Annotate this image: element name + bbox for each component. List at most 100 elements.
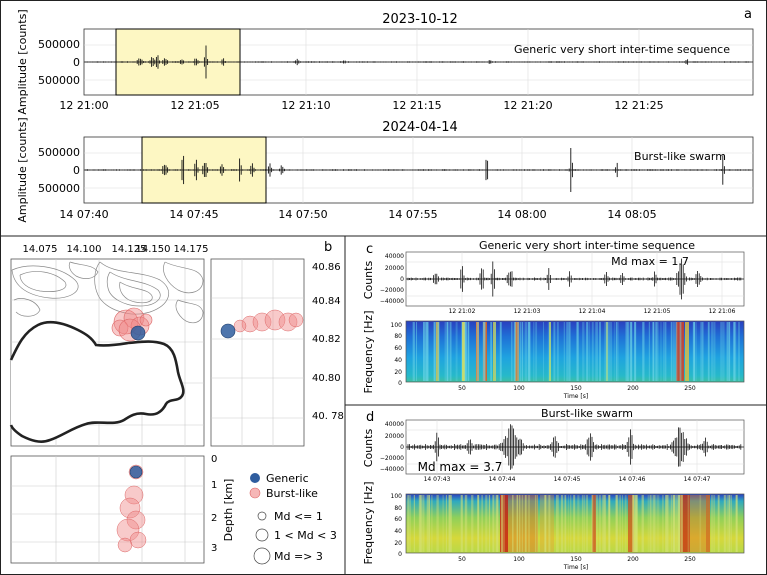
spectrogram-noise-band <box>604 322 607 381</box>
spectrogram-noise-band <box>556 495 558 552</box>
spectrogram-noise-band <box>707 322 710 381</box>
panel-c-sec-tick-2: 100 <box>513 385 525 392</box>
map-xtick-1: 14.075 <box>23 244 58 255</box>
spectrogram-event-band <box>476 322 479 381</box>
spectrogram-noise-band <box>544 495 547 552</box>
spectrogram-noise-band <box>564 495 566 552</box>
spectrogram-noise-band <box>499 322 502 381</box>
spectrogram-noise-band <box>614 322 616 381</box>
spectrogram-noise-band <box>422 495 425 552</box>
spectrogram-noise-band <box>445 495 447 552</box>
spectrogram-noise-band <box>606 322 609 381</box>
spectrogram-noise-band <box>467 322 470 381</box>
spectrogram-noise-band <box>564 495 567 552</box>
panel-c-freq-tick-1: 100 <box>391 322 403 329</box>
spectrogram-noise-band <box>577 495 580 552</box>
spectrogram-noise-band <box>629 322 632 381</box>
spectrogram-noise-band <box>449 495 452 552</box>
spectrogram-noise-band <box>527 322 530 381</box>
spectrogram-noise-band <box>568 322 571 381</box>
depth-tick-3: 3 <box>211 543 217 554</box>
panel-c-freq-tick-6: 0 <box>398 380 402 387</box>
panel-a-top-xtick-5: 12 21:20 <box>503 99 552 112</box>
spectrogram-noise-band <box>420 495 423 552</box>
panel-a-top-label: Generic very short inter-time sequence <box>514 43 730 56</box>
legend-burst-label: Burst-like <box>266 487 318 500</box>
spectrogram-noise-band <box>573 495 576 552</box>
spectrogram-noise-band <box>436 322 438 381</box>
spectrogram-noise-band <box>680 495 682 552</box>
spectrogram-noise-band <box>635 495 637 552</box>
panel-letter-b: b <box>324 240 332 255</box>
spectrogram-noise-band <box>595 322 597 381</box>
spectrogram-noise-band <box>566 322 569 381</box>
spectrogram-noise-band <box>461 322 463 381</box>
spectrogram-noise-band <box>483 322 486 381</box>
spectrogram-noise-band <box>525 322 528 381</box>
spectrogram-event-band <box>515 322 519 381</box>
spectrogram-noise-band <box>490 322 493 381</box>
spectrogram-noise-band <box>733 322 736 381</box>
spectrogram-noise-band <box>492 495 495 552</box>
spectrogram-noise-band <box>655 322 658 381</box>
spectrogram-noise-band <box>592 322 594 381</box>
spectrogram-noise-band <box>514 322 516 381</box>
panel-d-title: Burst-like swarm <box>541 407 633 420</box>
spectrogram-noise-band <box>735 495 738 552</box>
spectrogram-noise-band <box>433 322 436 381</box>
spectrogram-noise-band <box>723 495 726 552</box>
panel-letter-a: a <box>744 7 752 22</box>
spectrogram-noise-band <box>502 495 505 552</box>
panel-letter-d: d <box>366 410 374 425</box>
spectrogram-noise-band <box>485 495 488 552</box>
spectrogram-noise-band <box>581 495 584 552</box>
panel-c-ytick-4: −20000 <box>380 287 404 294</box>
spectrogram-noise-band <box>654 495 657 552</box>
panel-a-bottom-ytick-1: 500000 <box>38 146 80 159</box>
spectrogram-event-band <box>462 322 465 381</box>
spectrogram-noise-band <box>576 322 579 381</box>
spectrogram-noise-band <box>513 322 516 381</box>
spectrogram-noise-band <box>543 322 544 381</box>
spectrogram-noise-band <box>721 322 724 381</box>
spectrogram-noise-band <box>446 322 449 381</box>
panel-d-md: Md max = 3.7 <box>418 460 503 474</box>
panel-a-top-xtick-4: 12 21:15 <box>392 99 441 112</box>
spectrogram-noise-band <box>726 495 729 552</box>
spectrogram-noise-band <box>500 495 503 552</box>
depth-tick-0: 0 <box>211 454 217 465</box>
panel-c-sec-label: Time [s] <box>563 393 588 400</box>
panel-c-ytick-1: 40000 <box>385 253 404 260</box>
spectrogram-noise-band <box>660 322 662 381</box>
panel-d-freq-tick-4: 40 <box>394 528 402 535</box>
panel-c-time-tick-2: 12 21:03 <box>514 308 541 315</box>
spectrogram-noise-band <box>695 322 697 381</box>
legend-md2-marker <box>255 528 269 542</box>
legend-generic-label: Generic <box>266 472 309 485</box>
spectrogram-noise-band <box>648 322 650 381</box>
panel-c-ytick-2: 20000 <box>385 265 404 272</box>
panel-d-spectrogram-events <box>407 495 738 552</box>
spectrogram-noise-band <box>676 322 678 381</box>
spectrogram-noise-band <box>481 495 483 552</box>
spectrogram-event-band <box>549 322 551 381</box>
panel-d-ytick-1: 40000 <box>385 421 404 428</box>
spectrogram-noise-band <box>408 495 412 552</box>
spectrogram-noise-band <box>438 322 440 381</box>
spectrogram-noise-band <box>433 322 436 381</box>
panel-a-bottom-title: 2024-04-14 <box>382 120 458 135</box>
spectrogram-noise-band <box>519 322 522 381</box>
map-legend: Generic Burst-like Md <= 1 1 < Md < 3 Md… <box>249 472 337 565</box>
spectrogram-noise-band <box>591 322 593 381</box>
panel-a-top-xtick-1: 12 21:00 <box>59 99 108 112</box>
panel-d-freq-tick-6: 0 <box>398 551 402 558</box>
spectrogram-event-band <box>676 322 684 381</box>
panel-c-ytick-3: 0 <box>400 276 404 283</box>
spectrogram-noise-band <box>431 495 433 552</box>
spectrogram-noise-band <box>444 322 446 381</box>
spectrogram-noise-band <box>734 322 737 381</box>
panel-d-ytick-5: −40000 <box>380 466 404 473</box>
spectrogram-noise-band <box>662 495 664 552</box>
spectrogram-noise-band <box>641 495 644 552</box>
panel-d-spectrogram <box>405 493 745 554</box>
